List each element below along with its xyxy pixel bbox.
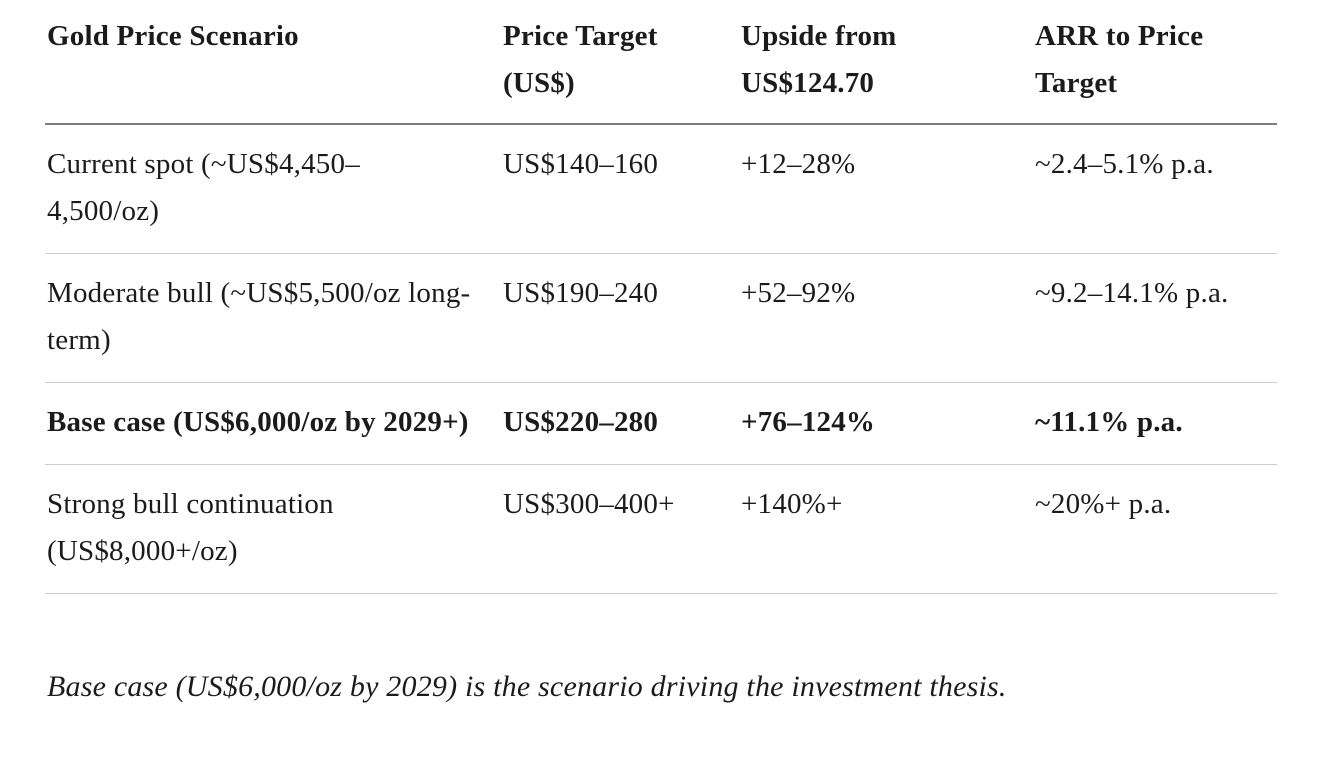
cell-arr: ~20%+ p.a. — [1033, 464, 1277, 594]
column-header-upside: Upside from US$124.70 — [739, 0, 1033, 125]
column-header-price-target: Price Target (US$) — [501, 0, 739, 125]
cell-arr: ~9.2–14.1% p.a. — [1033, 253, 1277, 383]
cell-scenario: Moderate bull (~US$5,500/oz long-term) — [45, 253, 501, 383]
cell-price-target: US$220–280 — [501, 382, 739, 465]
cell-arr: ~2.4–5.1% p.a. — [1033, 124, 1277, 254]
cell-upside: +52–92% — [739, 253, 1033, 383]
gold-price-scenario-table: Gold Price Scenario Price Target (US$) U… — [45, 0, 1277, 594]
cell-price-target: US$300–400+ — [501, 464, 739, 594]
cell-upside: +140%+ — [739, 464, 1033, 594]
cell-price-target: US$140–160 — [501, 124, 739, 254]
cell-price-target: US$190–240 — [501, 253, 739, 383]
cell-scenario: Base case (US$6,000/oz by 2029+) — [45, 382, 501, 465]
cell-upside: +76–124% — [739, 382, 1033, 465]
table-row-strong-bull: Strong bull continuation (US$8,000+/oz) … — [45, 464, 1277, 594]
cell-scenario: Strong bull continuation (US$8,000+/oz) — [45, 464, 501, 594]
table-header-row: Gold Price Scenario Price Target (US$) U… — [45, 0, 1277, 125]
cell-scenario: Current spot (~US$4,450–4,500/oz) — [45, 124, 501, 254]
cell-arr: ~11.1% p.a. — [1033, 382, 1277, 465]
footnote: Base case (US$6,000/oz by 2029) is the s… — [47, 670, 1007, 703]
column-header-scenario: Gold Price Scenario — [45, 0, 501, 125]
table-row-current-spot: Current spot (~US$4,450–4,500/oz) US$140… — [45, 124, 1277, 254]
table-row-moderate-bull: Moderate bull (~US$5,500/oz long-term) U… — [45, 253, 1277, 383]
column-header-arr: ARR to Price Target — [1033, 0, 1277, 125]
cell-upside: +12–28% — [739, 124, 1033, 254]
document-page: Gold Price Scenario Price Target (US$) U… — [45, 0, 1277, 703]
table-row-base-case: Base case (US$6,000/oz by 2029+) US$220–… — [45, 382, 1277, 465]
